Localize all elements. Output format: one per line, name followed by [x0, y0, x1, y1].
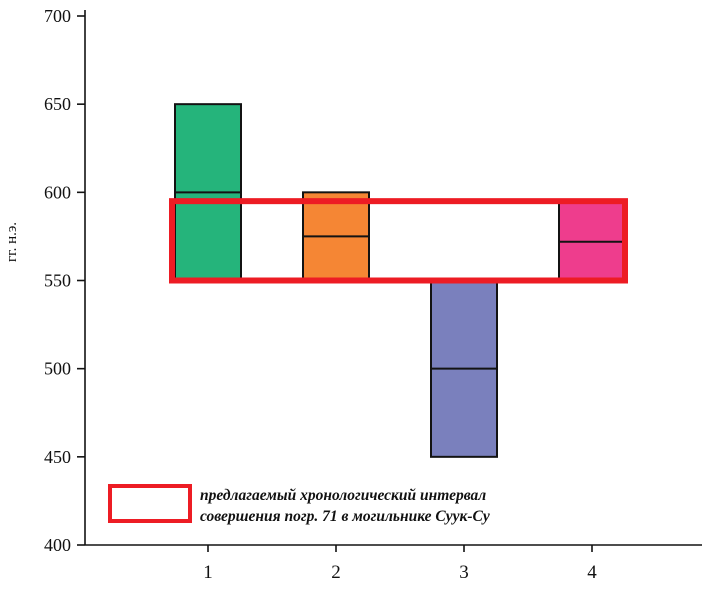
- y-tick-label: 700: [44, 6, 71, 26]
- highlight-interval-rect: [169, 198, 628, 284]
- legend-line-1: предлагаемый хронологический интервал: [200, 487, 486, 504]
- legend-line-2: совершения погр. 71 в могильнике Суук-Су: [200, 508, 490, 525]
- y-axis-label: гг. н.э.: [4, 222, 20, 262]
- x-tick-label: 1: [203, 562, 213, 583]
- x-tick-label: 3: [459, 562, 469, 583]
- plot-area: 400 450 500 550 600 650 700 1 2 3 4: [44, 6, 702, 583]
- y-tick-label: 600: [44, 182, 71, 202]
- y-tick-label: 450: [44, 447, 71, 467]
- legend: предлагаемый хронологический интервал со…: [108, 484, 490, 525]
- x-tick-label: 4: [587, 562, 597, 583]
- x-tick-label: 2: [331, 562, 341, 583]
- y-tick-label: 650: [44, 94, 71, 114]
- y-tick-label: 550: [44, 271, 71, 291]
- y-tick-label: 500: [44, 359, 71, 379]
- legend-swatch: [108, 484, 192, 523]
- y-tick-label: 400: [44, 535, 71, 555]
